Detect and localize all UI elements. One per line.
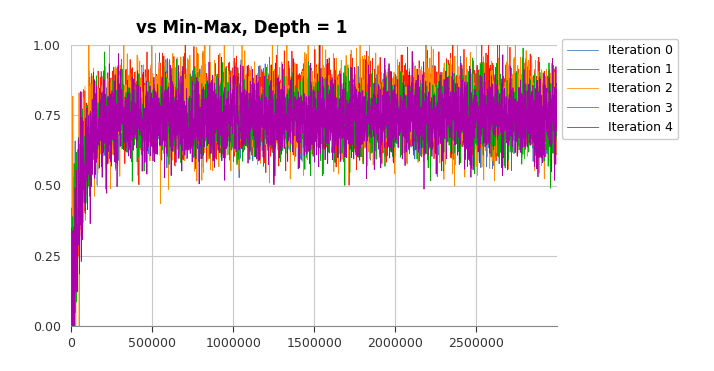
Iteration 2	[67, 288, 76, 293]
Iteration 3	[553, 138, 561, 143]
Iteration 0	[553, 83, 561, 88]
Iteration 2	[151, 112, 160, 116]
Iteration 4	[491, 133, 500, 138]
Iteration 3	[274, 124, 283, 129]
Iteration 4	[553, 128, 561, 132]
Iteration 1	[181, 42, 189, 47]
Title: vs Min-Max, Depth = 1: vs Min-Max, Depth = 1	[136, 19, 347, 37]
Iteration 2	[84, 42, 93, 47]
Iteration 2	[67, 324, 76, 329]
Iteration 2	[123, 97, 131, 102]
Iteration 1	[253, 115, 262, 120]
Iteration 2	[253, 86, 262, 90]
Line: Iteration 2: Iteration 2	[71, 45, 557, 326]
Iteration 0	[123, 97, 131, 102]
Iteration 1	[123, 95, 131, 99]
Line: Iteration 3: Iteration 3	[71, 48, 557, 326]
Iteration 0	[491, 95, 500, 99]
Iteration 0	[67, 245, 76, 250]
Iteration 2	[553, 91, 561, 96]
Iteration 4	[123, 116, 131, 121]
Iteration 1	[275, 127, 283, 131]
Iteration 1	[543, 74, 552, 78]
Iteration 3	[151, 131, 160, 136]
Iteration 4	[67, 226, 76, 230]
Iteration 3	[491, 143, 499, 147]
Iteration 3	[519, 46, 528, 50]
Line: Iteration 4: Iteration 4	[71, 45, 557, 326]
Line: Iteration 0: Iteration 0	[71, 45, 557, 326]
Iteration 4	[253, 106, 262, 110]
Iteration 1	[491, 107, 500, 112]
Iteration 4	[274, 114, 283, 118]
Iteration 1	[67, 206, 76, 210]
Iteration 4	[68, 324, 76, 329]
Legend: Iteration 0, Iteration 1, Iteration 2, Iteration 3, Iteration 4: Iteration 0, Iteration 1, Iteration 2, I…	[562, 39, 678, 139]
Iteration 2	[491, 102, 500, 106]
Line: Iteration 1: Iteration 1	[71, 45, 557, 326]
Iteration 0	[253, 115, 262, 119]
Iteration 2	[543, 114, 552, 119]
Iteration 0	[67, 324, 76, 329]
Iteration 3	[543, 147, 552, 152]
Iteration 4	[151, 99, 160, 104]
Iteration 1	[151, 115, 160, 119]
Iteration 3	[67, 324, 76, 329]
Iteration 3	[253, 114, 262, 119]
Iteration 0	[274, 138, 283, 142]
Iteration 0	[422, 42, 431, 47]
Iteration 1	[67, 324, 76, 329]
Iteration 0	[543, 118, 552, 122]
Iteration 2	[275, 108, 283, 113]
Iteration 4	[543, 131, 552, 135]
Iteration 1	[553, 85, 561, 90]
Iteration 0	[151, 104, 160, 109]
Iteration 3	[123, 109, 131, 113]
Iteration 4	[316, 42, 324, 47]
